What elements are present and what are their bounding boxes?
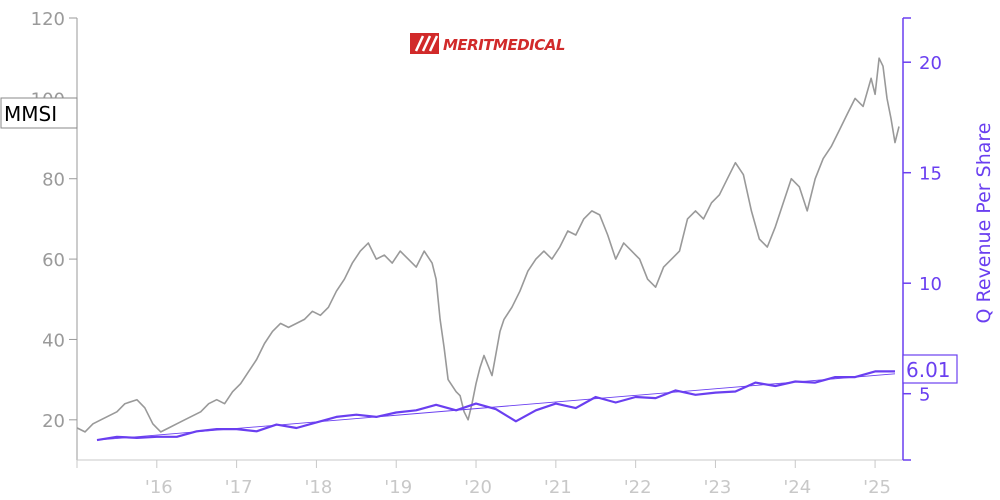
x-tick-label: '21 [544, 477, 572, 498]
price-line [76, 57, 900, 433]
ticker-box: MMSI [0, 97, 78, 129]
last-value-label: 6.01 [906, 358, 951, 382]
x-tick-label: '18 [304, 477, 332, 498]
right-tick-label: 15 [919, 164, 942, 185]
last-value-box: 6.01 [902, 354, 958, 384]
x-tick-label: '16 [145, 477, 173, 498]
x-tick-label: '25 [863, 477, 891, 498]
left-tick-label: 20 [42, 411, 65, 432]
right-tick-label: 10 [919, 274, 942, 295]
x-tick-label: '23 [704, 477, 732, 498]
x-tick-label: '20 [464, 477, 492, 498]
right-tick-label: 5 [919, 385, 930, 406]
logo-text: MERITMEDICAL [443, 36, 565, 54]
logo: MERITMEDICAL [410, 33, 565, 54]
series-layer [76, 57, 900, 442]
left-tick-label: 60 [42, 250, 65, 271]
x-tick-label: '24 [783, 477, 811, 498]
left-ticks: 20406080100120 [31, 9, 77, 432]
x-tick-label: '19 [384, 477, 412, 498]
right-axis-label: Q Revenue Per Share [973, 123, 995, 324]
x-tick-label: '17 [225, 477, 253, 498]
right-tick-label: 20 [919, 53, 942, 74]
x-tick-label: '22 [624, 477, 652, 498]
ticker-label: MMSI [4, 102, 57, 126]
left-tick-label: 40 [42, 330, 65, 351]
revenue-trend-line [96, 373, 896, 441]
x-ticks: '16 '17 '18 '19 '20 '21 '22 '23 '24 '25 [76, 460, 891, 498]
left-tick-label: 80 [42, 170, 65, 191]
right-ticks: 5 10 15 20 [903, 17, 942, 461]
left-tick-label: 120 [31, 9, 65, 30]
